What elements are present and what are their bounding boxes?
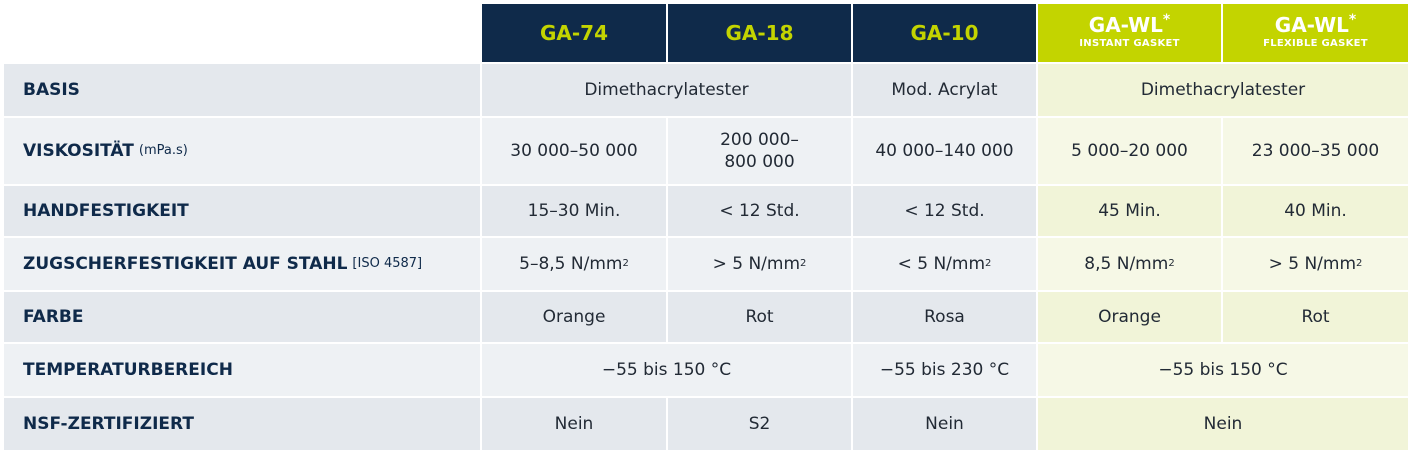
viskositaet-ga74: 30 000–50 000	[482, 118, 666, 184]
handfestigkeit-ga74-value: 15–30 Min.	[527, 201, 621, 221]
zugscher-ga18-value: > 5 N/mm	[712, 254, 801, 274]
row-label-zugscher-unit: [ISO 4587]	[352, 256, 423, 271]
header-ga18-label: GA-18	[725, 21, 794, 45]
viskositaet-ga10: 40 000–140 000	[853, 118, 1036, 184]
viskositaet-ga10-value: 40 000–140 000	[875, 141, 1014, 161]
viskositaet-ga18-value: 200 000– 800 000	[720, 130, 799, 172]
header-ga10-label: GA-10	[910, 21, 979, 45]
farbe-gawl-flexible: Rot	[1223, 292, 1408, 342]
handfestigkeit-gawl-instant: 45 Min.	[1038, 186, 1221, 236]
farbe-ga74: Orange	[482, 292, 666, 342]
row-label-nsf: NSF-ZERTIFIZIERT	[4, 398, 480, 450]
nsf-ga18: S2	[668, 398, 851, 450]
farbe-ga10-value: Rosa	[924, 307, 965, 327]
farbe-ga74-value: Orange	[542, 307, 606, 327]
header-gawl-instant: GA-WL* INSTANT GASKET	[1038, 4, 1221, 62]
temperatur-ga74-ga18-value: −55 bis 150 °C	[601, 360, 732, 380]
farbe-ga18: Rot	[668, 292, 851, 342]
header-ga74-label: GA-74	[539, 21, 609, 45]
farbe-gawl-instant-value: Orange	[1098, 307, 1161, 327]
row-label-farbe: FARBE	[4, 292, 480, 342]
farbe-gawl-instant: Orange	[1038, 292, 1221, 342]
row-label-handfestigkeit-text: HANDFESTIGKEIT	[23, 201, 189, 221]
row-label-basis: BASIS	[4, 64, 480, 116]
viskositaet-ga74-value: 30 000–50 000	[510, 141, 638, 161]
basis-ga74-ga18: Dimethacrylatester	[482, 64, 851, 116]
header-gawl-flexible-name: GA-WL	[1274, 13, 1349, 37]
zugscher-gawl-instant: 8,5 N/mm 2	[1038, 238, 1221, 290]
header-ga18: GA-18	[668, 4, 851, 62]
zugscher-ga74-value: 5–8,5 N/mm	[519, 254, 623, 274]
row-label-viskositaet-unit: (mPa.s)	[138, 143, 188, 158]
basis-gawl-value: Dimethacrylatester	[1140, 80, 1306, 100]
viskositaet-gawl-flexible-value: 23 000–35 000	[1251, 141, 1380, 161]
row-label-zugscher-text: ZUGSCHERFESTIGKEIT AUF STAHL	[23, 254, 348, 274]
handfestigkeit-ga10: < 12 Std.	[853, 186, 1036, 236]
handfestigkeit-ga74: 15–30 Min.	[482, 186, 666, 236]
basis-ga10-value: Mod. Acrylat	[891, 80, 998, 100]
header-gawl-flexible-title: GA-WL*	[1274, 12, 1357, 37]
row-label-viskositaet: VISKOSITÄT (mPa.s)	[4, 118, 480, 184]
header-ga10: GA-10	[853, 4, 1036, 62]
viskositaet-gawl-instant-value: 5 000–20 000	[1071, 141, 1188, 161]
header-gawl-flexible-sub: FLEXIBLE GASKET	[1263, 38, 1368, 49]
temperatur-gawl: −55 bis 150 °C	[1038, 344, 1408, 396]
nsf-gawl: Nein	[1038, 398, 1408, 450]
nsf-ga18-value: S2	[748, 414, 771, 434]
temperatur-ga10-value: −55 bis 230 °C	[879, 360, 1010, 380]
temperatur-gawl-value: −55 bis 150 °C	[1158, 360, 1288, 380]
viskositaet-gawl-flexible: 23 000–35 000	[1223, 118, 1408, 184]
handfestigkeit-ga18: < 12 Std.	[668, 186, 851, 236]
farbe-ga10: Rosa	[853, 292, 1036, 342]
zugscher-ga74: 5–8,5 N/mm 2	[482, 238, 666, 290]
header-gawl-instant-name: GA-WL	[1088, 13, 1163, 37]
temperatur-ga74-ga18: −55 bis 150 °C	[482, 344, 851, 396]
nsf-ga10-value: Nein	[925, 414, 964, 434]
zugscher-ga10: < 5 N/mm 2	[853, 238, 1036, 290]
handfestigkeit-gawl-flexible-value: 40 Min.	[1284, 201, 1347, 221]
temperatur-ga10: −55 bis 230 °C	[853, 344, 1036, 396]
viskositaet-gawl-instant: 5 000–20 000	[1038, 118, 1221, 184]
header-gawl-flexible: GA-WL* FLEXIBLE GASKET	[1223, 4, 1408, 62]
zugscher-ga18: > 5 N/mm 2	[668, 238, 851, 290]
basis-gawl: Dimethacrylatester	[1038, 64, 1408, 116]
header-ga74: GA-74	[482, 4, 666, 62]
row-label-temperatur-text: TEMPERATURBEREICH	[23, 360, 233, 380]
viskositaet-ga18: 200 000– 800 000	[668, 118, 851, 184]
row-label-nsf-text: NSF-ZERTIFIZIERT	[23, 414, 194, 434]
nsf-gawl-value: Nein	[1203, 414, 1243, 434]
handfestigkeit-gawl-flexible: 40 Min.	[1223, 186, 1408, 236]
zugscher-gawl-flexible-value: > 5 N/mm	[1268, 254, 1357, 274]
farbe-ga18-value: Rot	[745, 307, 774, 327]
basis-ga10: Mod. Acrylat	[853, 64, 1036, 116]
handfestigkeit-ga10-value: < 12 Std.	[904, 201, 985, 221]
header-gawl-instant-sub: INSTANT GASKET	[1079, 38, 1180, 49]
handfestigkeit-gawl-instant-value: 45 Min.	[1098, 201, 1161, 221]
row-label-farbe-text: FARBE	[23, 307, 84, 327]
handfestigkeit-ga18-value: < 12 Std.	[719, 201, 800, 221]
row-label-basis-text: BASIS	[23, 80, 80, 100]
header-gawl-instant-title: GA-WL*	[1088, 12, 1171, 37]
row-label-temperatur: TEMPERATURBEREICH	[4, 344, 480, 396]
basis-ga74-ga18-value: Dimethacrylatester	[584, 80, 749, 100]
nsf-ga10: Nein	[853, 398, 1036, 450]
zugscher-gawl-instant-value: 8,5 N/mm	[1084, 254, 1169, 274]
zugscher-gawl-flexible: > 5 N/mm 2	[1223, 238, 1408, 290]
nsf-ga74-value: Nein	[554, 414, 594, 434]
row-label-zugscher: ZUGSCHERFESTIGKEIT AUF STAHL [ISO 4587]	[4, 238, 480, 290]
farbe-gawl-flexible-value: Rot	[1301, 307, 1330, 327]
row-label-viskositaet-text: VISKOSITÄT	[23, 141, 134, 161]
zugscher-ga10-value: < 5 N/mm	[897, 254, 986, 274]
nsf-ga74: Nein	[482, 398, 666, 450]
header-gawl-flexible-mark: *	[1348, 12, 1357, 28]
row-label-handfestigkeit: HANDFESTIGKEIT	[4, 186, 480, 236]
header-gawl-instant-mark: *	[1162, 12, 1171, 28]
